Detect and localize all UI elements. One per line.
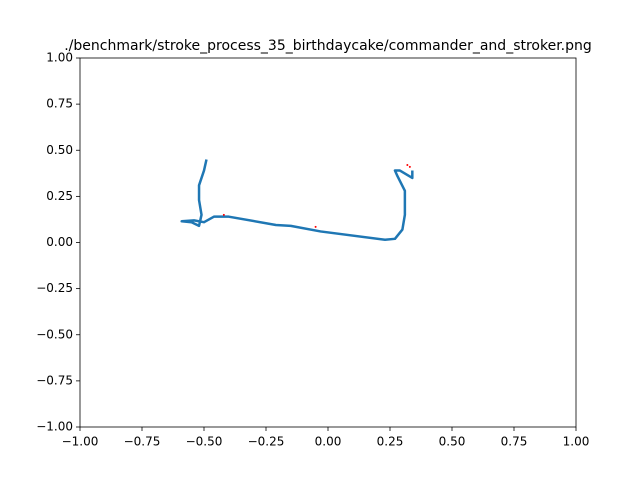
plot-frame <box>79 57 577 428</box>
point <box>222 213 225 216</box>
point <box>314 225 317 228</box>
x-tick-label: −0.75 <box>124 435 161 449</box>
x-tick-label: 0.25 <box>377 435 404 449</box>
y-tick-label: −0.75 <box>36 373 73 387</box>
y-tick-label: 1.00 <box>46 51 73 65</box>
x-tick-label: 0.75 <box>501 435 528 449</box>
x-tick-label: 0.50 <box>439 435 466 449</box>
x-tick-label: 1.00 <box>563 435 590 449</box>
y-tick-label: −0.50 <box>36 327 73 341</box>
y-tick-label: −1.00 <box>36 420 73 434</box>
stroke-line <box>180 159 414 241</box>
point <box>408 165 411 168</box>
point <box>406 164 409 167</box>
chart-title: ./benchmark/stroke_process_35_birthdayca… <box>64 38 592 54</box>
y-tick-label: 0.00 <box>46 235 73 249</box>
x-tick-label: 0.00 <box>315 435 342 449</box>
x-tick-label: −1.00 <box>62 435 99 449</box>
y-tick-label: −0.25 <box>36 281 73 295</box>
x-tick-label: −0.25 <box>248 435 285 449</box>
y-tick-label: 0.50 <box>46 143 73 157</box>
x-tick-label: −0.50 <box>186 435 223 449</box>
y-tick-label: 0.75 <box>46 97 73 111</box>
y-tick-label: 0.25 <box>46 189 73 203</box>
